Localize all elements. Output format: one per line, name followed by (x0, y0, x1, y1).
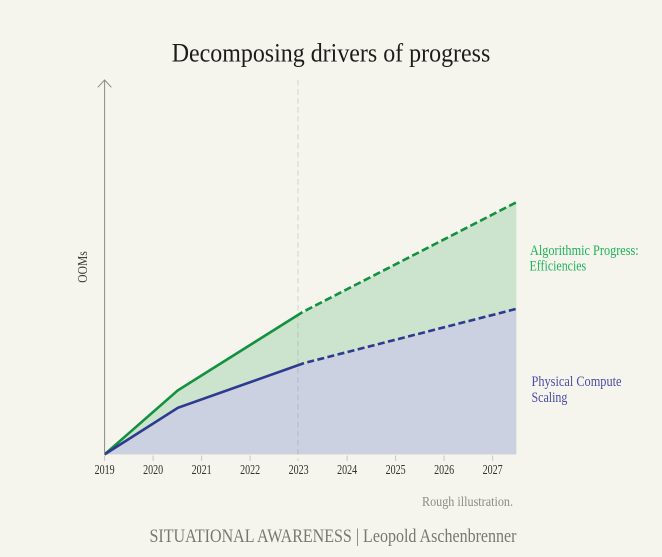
svg-text:2024: 2024 (337, 462, 357, 477)
svg-text:2019: 2019 (95, 462, 115, 477)
svg-text:2026: 2026 (434, 462, 454, 477)
svg-text:SITUATIONAL AWARENESS | Leopol: SITUATIONAL AWARENESS | Leopold Aschenbr… (150, 526, 518, 547)
svg-text:Rough illustration.: Rough illustration. (422, 495, 513, 510)
svg-text:2025: 2025 (386, 462, 406, 477)
svg-text:OOMs: OOMs (76, 251, 91, 282)
svg-text:2022: 2022 (240, 462, 260, 477)
svg-text:Scaling: Scaling (532, 390, 568, 406)
svg-text:2023: 2023 (289, 462, 309, 477)
svg-text:Algorithmic Progress:: Algorithmic Progress: (530, 243, 639, 259)
svg-text:Decomposing drivers of progres: Decomposing drivers of progress (172, 39, 491, 68)
svg-text:2021: 2021 (192, 462, 212, 477)
svg-text:Efficiencies: Efficiencies (530, 259, 587, 275)
svg-text:2020: 2020 (143, 462, 163, 477)
svg-text:Physical Compute: Physical Compute (532, 374, 622, 390)
svg-text:2027: 2027 (483, 462, 503, 477)
